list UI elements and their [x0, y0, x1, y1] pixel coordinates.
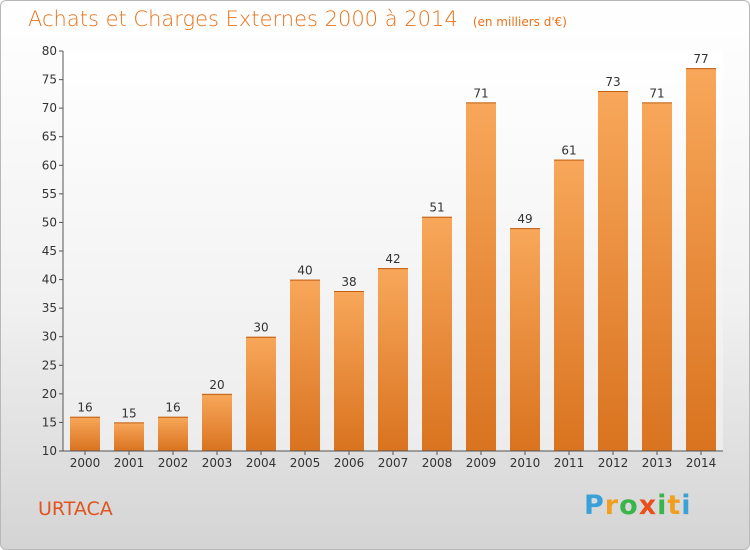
y-tick-label: 35: [42, 301, 57, 315]
x-tick-label: 2011: [554, 456, 585, 470]
bar-value-label: 16: [165, 401, 180, 415]
bar-value-label: 49: [517, 212, 532, 226]
chart-title: Achats et Charges Externes 2000 à 2014: [28, 7, 458, 31]
bar: [378, 268, 408, 451]
y-tick-label: 55: [42, 187, 57, 201]
x-tick-label: 2001: [114, 456, 145, 470]
logo-letter: r: [604, 490, 620, 521]
logo-letter: P: [584, 490, 605, 521]
bar-value-label: 15: [121, 406, 136, 420]
bar: [334, 291, 364, 451]
bar: [114, 422, 144, 451]
x-axis: 2000 2001 2002 2003 2004 2005 2006 2007 2008 2009…: [63, 450, 723, 470]
proxiti-logo[interactable]: Proxiti: [584, 490, 692, 521]
x-tick-label: 2003: [202, 456, 233, 470]
y-axis: 10 15 20 25 30 35 40 45 50 55 60 65 70 75 80: [42, 44, 64, 458]
y-tick-label: 70: [42, 101, 57, 115]
y-tick-label: 45: [42, 244, 57, 258]
y-tick-label: 30: [42, 330, 57, 344]
x-tick-label: 2014: [686, 456, 717, 470]
y-tick-label: 40: [42, 273, 57, 287]
bar: [422, 216, 452, 451]
y-tick-label: 50: [42, 215, 57, 229]
bar-value-label: 61: [561, 144, 576, 158]
y-tick-label: 15: [42, 415, 57, 429]
y-tick-label: 10: [42, 444, 57, 458]
bar-value-label: 16: [77, 401, 92, 415]
bar-value-label: 42: [385, 252, 400, 266]
y-tick-label: 20: [42, 387, 57, 401]
logo-letter: t: [667, 490, 682, 521]
bar-value-label: 30: [253, 321, 268, 335]
chart-title-block: Achats et Charges Externes 2000 à 2014 (…: [28, 7, 567, 31]
x-tick-label: 2006: [334, 456, 365, 470]
logo-letter: x: [638, 490, 658, 521]
bar-value-label: 71: [649, 86, 664, 100]
bar-value-label: 71: [473, 86, 488, 100]
bar: [598, 91, 628, 451]
bar-value-label: 77: [693, 52, 708, 66]
bar: [642, 102, 672, 451]
logo-letter: o: [619, 490, 639, 521]
y-tick-label: 80: [42, 44, 57, 58]
bar: [554, 159, 584, 452]
bars: 16 15 16 20 30 40 38 42 51 71 49 61 73 71 77: [70, 52, 716, 452]
y-tick-label: 65: [42, 130, 57, 144]
bar: [686, 68, 716, 452]
bar-value-label: 38: [341, 275, 356, 289]
x-tick-label: 2010: [510, 456, 541, 470]
bar-value-label: 51: [429, 201, 444, 215]
x-tick-label: 2005: [290, 456, 321, 470]
bar-value-label: 40: [297, 264, 312, 278]
commune-name: URTACA: [38, 498, 113, 520]
x-tick-label: 2007: [378, 456, 409, 470]
bar: [202, 393, 232, 451]
y-tick-label: 75: [42, 73, 57, 87]
bar: [70, 416, 100, 451]
bar-value-label: 73: [605, 75, 620, 89]
x-tick-label: 2009: [466, 456, 497, 470]
x-tick-label: 2000: [70, 456, 101, 470]
x-tick-label: 2004: [246, 456, 277, 470]
bar: [158, 416, 188, 451]
x-tick-label: 2012: [598, 456, 629, 470]
chart-subtitle: (en milliers d'€): [472, 15, 567, 29]
x-tick-label: 2013: [642, 456, 673, 470]
x-tick-label: 2002: [158, 456, 189, 470]
y-tick-label: 60: [42, 158, 57, 172]
x-tick-label: 2008: [422, 456, 453, 470]
bar: [246, 336, 276, 451]
bar: [290, 279, 320, 451]
logo-letter: i: [657, 490, 668, 521]
y-tick-label: 25: [42, 358, 57, 372]
bar-value-label: 20: [209, 378, 224, 392]
bar: [466, 102, 496, 451]
logo-letter: i: [681, 490, 692, 521]
bar: [510, 228, 540, 451]
